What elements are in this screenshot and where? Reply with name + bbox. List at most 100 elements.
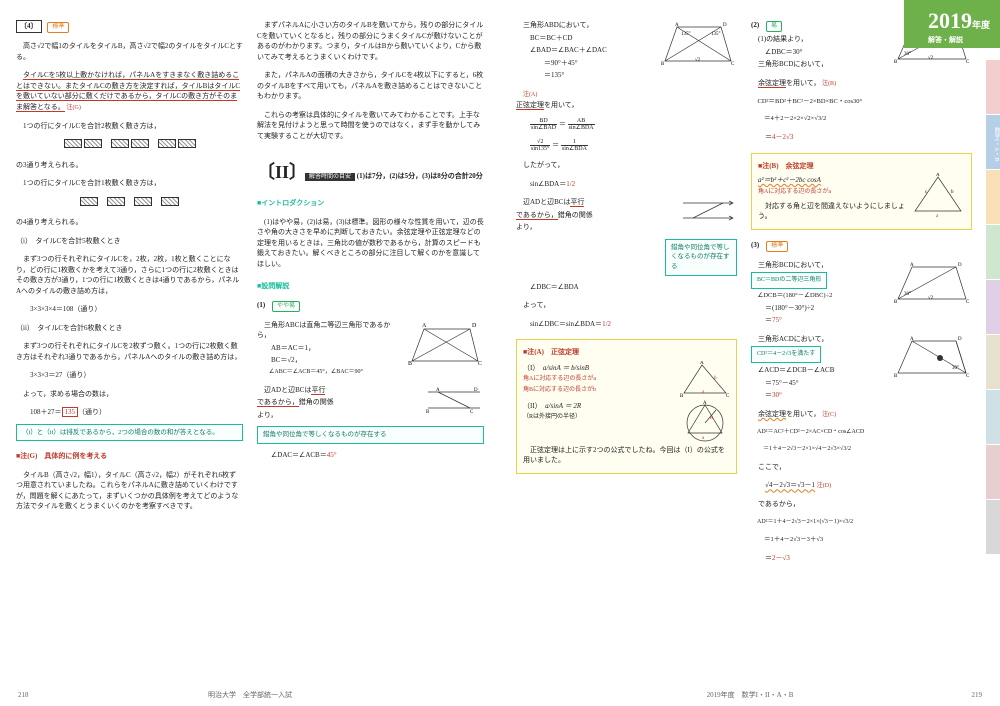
text: 辺ADと辺BCは [264, 386, 311, 394]
note-ref: 注(B) [822, 81, 836, 87]
svg-text:B: B [408, 361, 412, 367]
parallel-diagram-2 [679, 198, 737, 224]
formula: ＝4＋2－2×2×√2× [764, 115, 814, 122]
svg-text:a: a [936, 214, 939, 217]
formula: ∠BAD＝∠BAC＋∠DAC [516, 45, 657, 56]
formula: BC＝BC＋CD [516, 33, 657, 44]
svg-text:B: B [894, 374, 898, 379]
tile-diagram [111, 139, 129, 148]
svg-text:30°: 30° [904, 292, 911, 297]
formula: ＝(180°－30°)÷2 [751, 303, 890, 314]
year-badge: 2019年度解答・解説 [904, 0, 1000, 48]
text: 1つの行にタイルCを合計2枚敷く敷き方は， [16, 121, 243, 132]
svg-text:D: D [723, 23, 727, 28]
answer: 75° [772, 316, 782, 324]
svg-text:B: B [894, 60, 898, 65]
tag-easy: やや易 [272, 301, 300, 312]
text-underlined: 余弦定理 [758, 79, 786, 88]
note-g-label: ■注(G) 具体的に例を考える [16, 452, 107, 460]
text: 辺ADと辺BCは [523, 198, 570, 206]
text: まず3つの行それぞれにタイルCを2枚ずつ敷く。1つの行に2枚敷く敷き方はそれぞれ… [16, 341, 243, 362]
text: 三角形ABDにおいて， [516, 20, 657, 31]
note-box: 錯角や同位角で等しくなるものが存在する [257, 426, 484, 444]
formula: 108＋27＝ [30, 408, 62, 416]
formula: sin∠BDA＝ [530, 180, 566, 188]
text: 三角形BCDにおいて， [751, 59, 890, 70]
answer: 4－2√3 [772, 133, 793, 141]
explanation-heading: ■設問解説 [257, 281, 484, 292]
text: (1)はやや易，(2)は易，(3)は標準。図形の様々な性質を用いて，辺の長さや角… [257, 217, 484, 270]
formula: √4－2√3＝√3－1 [765, 481, 815, 489]
answer: 1/2 [602, 320, 611, 328]
text: を用いて， [786, 79, 820, 87]
text: （i） タイルCを合計5枚敷くとき [16, 236, 243, 247]
svg-text:30°: 30° [904, 52, 911, 57]
tile-diagram [178, 139, 196, 148]
formula: ＝1＋4－2√3－3＋√3 [751, 535, 972, 545]
q3-label: (3) [751, 241, 759, 249]
svg-text:A: A [700, 361, 704, 366]
text: の3通り考えられる。 [16, 160, 243, 171]
formula: ＝75°－45° [751, 378, 890, 389]
formula: AD²＝AC²＋CD²－2×AC×CD・cos∠ACD [751, 428, 972, 437]
svg-text:B: B [426, 410, 430, 414]
note-ref: 注(D) [817, 483, 831, 489]
formula: BC＝√2， [257, 355, 402, 366]
formula: CD²＝BD²＋BC²－2×BD×BC・cos30° [751, 97, 972, 107]
svg-text:D: D [472, 323, 477, 329]
formula: ＝1＋4－2√3－2×1×√4－2√3× [763, 446, 840, 452]
tile-diagram [158, 139, 176, 148]
formula: ＝90°＋45° [516, 58, 657, 69]
tile-diagram [64, 139, 82, 148]
text: これらの考察は具体的にタイルを敷いてみてわかることです。上手な解法を見付けようと… [257, 110, 484, 142]
svg-text:√2: √2 [928, 295, 934, 301]
text: より， [516, 222, 675, 233]
formula: AB＝AC＝1， [257, 343, 402, 354]
text-underlined: 平行 [311, 386, 325, 395]
formula: BDsin∠BAD ＝ ABsin∠BDA [516, 118, 737, 131]
tile-diagram [134, 197, 152, 206]
text: まず3つの行それぞれにタイルCを，2枚，2枚，1枚と敷くことになり，どの行に1枚… [16, 254, 243, 296]
footer-text: 明治大学 全学部統一入試 [208, 690, 292, 701]
svg-text:b: b [951, 190, 954, 195]
time-label: 解答時間の目安 [305, 173, 355, 181]
answer: 45° [327, 451, 337, 459]
page-num: 218 [18, 691, 29, 699]
note-ref: 注(A) [523, 92, 537, 98]
text: ここで， [751, 462, 972, 473]
svg-text:A: A [675, 23, 679, 28]
text-underlined: タイルCを5枚以上敷かなければ，パネルAをすきまなく敷き詰めることはできない。ま… [16, 71, 240, 112]
footer-text: 2019年度 数学I・II・A・B [707, 690, 794, 701]
text-underlined: 平行 [570, 198, 584, 207]
note-box: （i）と（ii）は排反であるから，2つの場合の数の和が答えとなる。 [16, 424, 243, 442]
text: を用いて， [544, 101, 578, 109]
tile-diagram [80, 197, 98, 206]
text: したがって， [516, 160, 737, 171]
text: 1つの行にタイルCを合計1枚敷く敷き方は， [16, 178, 243, 189]
q2-label: (2) [751, 21, 759, 29]
text: （通り） [78, 408, 106, 416]
note-box: CD²＝4－2√3を満たす [751, 346, 821, 363]
formula: ∠ACD＝∠DCB－∠ACB [751, 365, 890, 376]
svg-text:C: C [478, 361, 482, 367]
tag-easy: 易 [766, 21, 782, 32]
text: （ii） タイルCを合計6枚敷くとき [16, 323, 243, 334]
note-box: BC＝BDの二等辺三角形 [751, 272, 827, 289]
svg-text:b: b [714, 376, 717, 381]
svg-text:A: A [422, 323, 427, 329]
formula: sin∠DBC＝sin∠BDA＝ [530, 320, 602, 328]
tile-diagram [84, 139, 102, 148]
text: であるから， [257, 398, 299, 407]
svg-text:√2: √2 [695, 57, 701, 63]
formula: √2sin135° ＝ 1sin∠BDA [516, 139, 737, 152]
intro-heading: ■イントロダクション [257, 198, 484, 209]
text: を用いて， [786, 410, 820, 418]
answer: 1/2 [566, 180, 575, 188]
text: また，パネルAの面積の大きさから，タイルCを4枚以下にすると，6枚のタイルBをす… [257, 70, 484, 102]
sine-law-diagram-2: AR a [680, 399, 730, 443]
note-ref: 注(C) [822, 412, 836, 418]
section-II: 〔II〕 [257, 162, 298, 182]
formula: AD²＝1＋4－2√3－2×1×(√3－1)× [757, 519, 842, 525]
formula: ＝135° [516, 70, 657, 81]
text: の4通り考えられる。 [16, 217, 243, 228]
